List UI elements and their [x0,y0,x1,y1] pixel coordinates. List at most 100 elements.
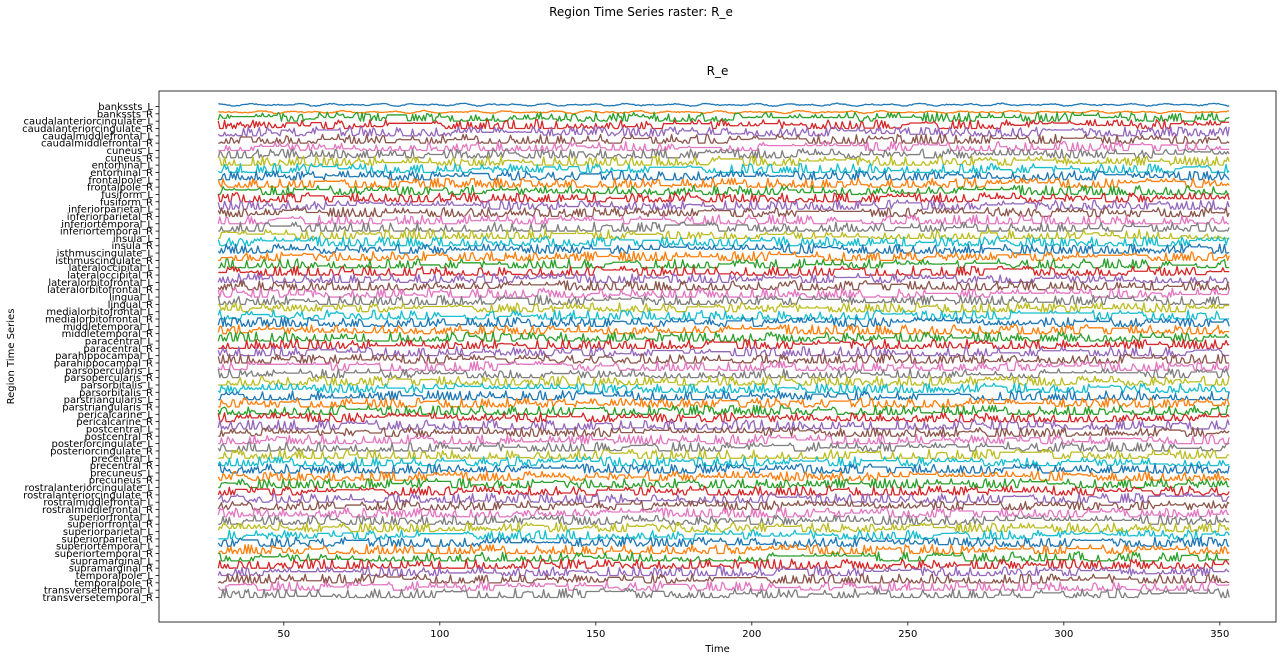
y-tick-label: frontalpole_R [87,183,153,194]
x-tick-label: 250 [898,629,917,640]
series-line-postcentral_L [217,419,1230,430]
y-tick-label: medialorbitofrontal_R [45,315,153,326]
x-tick-label: 350 [1210,629,1229,640]
series-line-isthmuscingulate_R [218,250,1230,262]
series-line-cuneus_R [217,148,1230,159]
series-line-lateraloccipital_L [218,258,1230,269]
series-line-frontalpole_L [218,170,1230,181]
series-line-lingual_R [217,294,1230,306]
series-line-rostralanteriorcingulate_R [217,485,1230,496]
series-line-parsopercularis_R [217,368,1230,379]
series-line-posteriorcingulate_R [217,441,1230,452]
y-tick-label: precuneus_R [89,476,153,487]
series-line-middletemporal_L [217,316,1230,328]
series-line-fusiform_R [217,192,1230,203]
y-tick-label: inferiortemporal_L [61,219,153,230]
y-tick-label: middletemporal_R [62,329,153,340]
y-tick-label: bankssts_R [97,109,153,120]
y-tick-label: isthmuscingulate_L [57,249,154,260]
y-tick-label: rostralmiddlefrontal_L [43,498,153,509]
x-tick-label: 300 [1054,629,1073,640]
y-tick-label: superiorfrontal_L [69,512,154,523]
series-line-caudalmiddlefrontal_R [218,133,1230,144]
series-line-superiorfrontal_L [217,507,1230,518]
series-line-frontalpole_R [217,177,1230,188]
series-line-transversetemporal_R [218,587,1230,599]
y-tick-label: lingual_L [109,293,153,304]
series-line-temporalpole_R [217,573,1230,584]
y-tick-label: parstriangularis_R [62,402,153,413]
series-line-isthmuscingulate_L [217,243,1230,254]
y-tick-label: fusiform_L [101,190,153,201]
y-tick-label: lateralorbitofrontal_L [48,278,153,289]
series-line-paracentral_L [217,331,1230,342]
series-line-posteriorcingulate_L [218,433,1230,445]
y-tick-label: paracentral_R [83,344,153,355]
y-tick-label: isthmuscingulate_R [55,256,153,267]
x-axis-label: Time [704,644,729,655]
series-line-precuneus_L [217,463,1230,474]
y-tick-label: temporalpole_R [74,578,153,589]
series-traces [217,102,1230,599]
y-tick-label: caudalmiddlefrontal_R [41,139,153,150]
series-line-caudalanteriorcingulate_R [217,118,1230,130]
y-tick-label: posteriorcingulate_R [50,446,153,457]
series-line-entorhinal_R [217,162,1230,174]
series-line-medialorbitofrontal_R [217,309,1230,320]
series-line-transversetemporal_L [217,580,1230,591]
series-line-medialorbitofrontal_L [217,302,1230,313]
series-line-parsopercularis_L [217,360,1230,371]
y-tick-label: medialorbitofrontal_L [46,307,153,318]
figure-suptitle: Region Time Series raster: R_e [549,5,733,19]
series-line-parsorbitalis_R [217,382,1230,393]
y-tick-label: superiortemporal_L [56,542,153,553]
y-tick-label: fusiform_R [100,197,153,208]
series-line-caudalanteriorcingulate_L [217,111,1230,122]
series-line-pericalcarine_L [217,404,1230,415]
y-tick-label: inferiorparietal_L [68,205,153,216]
series-line-inferiorparietal_L [217,199,1230,210]
y-tick-label: bankssts_L [98,102,153,113]
series-line-rostralanteriorcingulate_L [218,477,1230,489]
x-tick-label: 200 [742,629,761,640]
axes-title: R_e [707,64,729,78]
series-line-superiorparietal_R [218,529,1230,540]
x-tick-label: 150 [586,629,605,640]
series-line-rostralmiddlefrontal_R [217,499,1230,511]
y-tick-label: parsorbitalis_L [80,380,153,391]
series-line-superiorfrontal_R [218,514,1230,525]
y-tick-label: parsorbitalis_R [79,388,153,399]
y-tick-label: inferiortemporal_R [60,227,153,238]
y-tick-label: lateraloccipital_L [69,263,154,274]
y-tick-label: entorhinal_R [90,168,153,179]
y-tick-label: postcentral_L [86,424,154,435]
y-tick-label: lingual_R [108,300,153,311]
y-tick-label: frontalpole_L [88,175,153,186]
plot-frame [158,90,1277,623]
y-tick-label: supramarginal_R [69,564,153,575]
series-line-cuneus_L [218,140,1230,152]
series-line-lateralorbitofrontal_R [217,280,1230,291]
y-tick-label: precentral_R [90,461,153,472]
y-tick-label: posteriorcingulate_L [52,439,154,450]
y-axis-ticks: bankssts_Lbankssts_Rcaudalanteriorcingul… [22,102,159,604]
y-tick-label: cuneus_R [105,153,153,164]
y-tick-label: temporalpole_L [76,571,154,582]
series-line-rostralmiddlefrontal_L [217,492,1230,503]
series-line-paracentral_R [218,338,1230,349]
y-tick-label: precentral_L [91,454,153,465]
y-tick-label: superiorparietal_L [63,527,154,538]
series-line-supramarginal_R [217,558,1230,569]
series-line-insula_R [217,236,1230,247]
series-line-lateralorbitofrontal_L [217,272,1230,284]
series-line-inferiorparietal_R [217,206,1230,218]
y-tick-label: rostralanteriorcingulate_R [23,490,153,501]
y-tick-label: entorhinal_L [92,161,154,172]
x-tick-label: 100 [430,629,449,640]
x-tick-label: 50 [277,629,290,640]
y-tick-label: parsopercularis_L [65,366,153,377]
y-tick-label: parstriangularis_L [64,395,154,406]
y-tick-label: lateraloccipital_R [67,271,153,282]
